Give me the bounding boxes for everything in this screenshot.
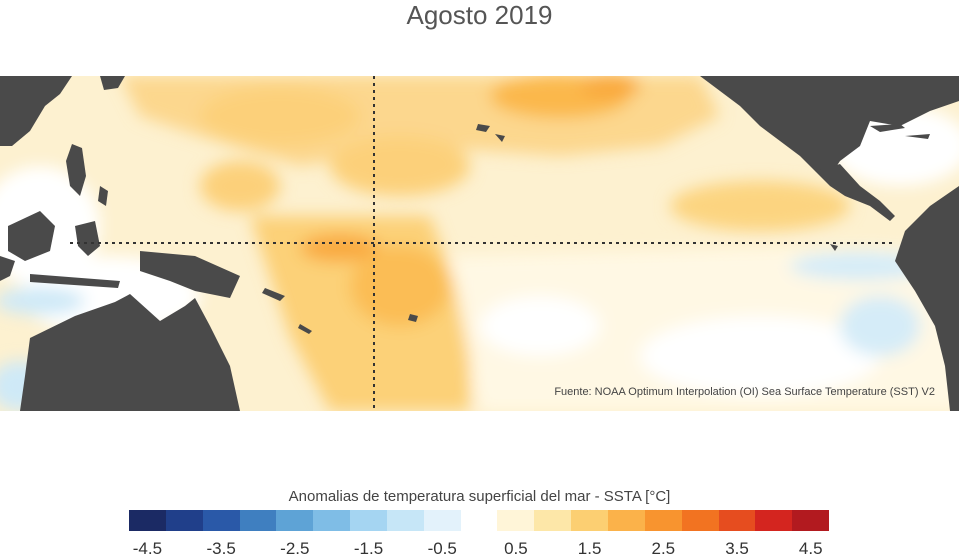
colorbar-tick-label: -4.5 [132,539,163,558]
colorbar-swatch [460,510,498,531]
colorbar-swatch [607,510,645,531]
colorbar-swatch [165,510,203,531]
colorbar-tick-label: -3.5 [206,539,236,558]
colorbar-swatch [313,510,351,531]
colorbar-tick-label: -1.5 [353,539,384,558]
colorbar-swatch [386,510,424,531]
colorbar-tick-label: -2.5 [280,539,310,558]
ssta-map [0,76,959,411]
colorbar-swatch [571,510,608,531]
colorbar-swatch [755,510,793,531]
colorbar-title: Anomalias de temperatura superficial del… [288,488,671,505]
colorbar-swatch [202,510,240,531]
map-title: Agosto 2019 [406,0,553,30]
colorbar-tick-label: 3.5 [725,539,749,558]
source-credit: Fuente: NOAA Optimum Interpolation (OI) … [554,386,935,398]
colorbar-swatch [276,510,314,531]
land-shapes [0,76,959,411]
colorbar [129,510,830,531]
colorbar-tick-label: -0.5 [427,539,457,558]
colorbar-swatch [350,510,387,531]
colorbar-tick-label: 4.5 [798,539,823,558]
colorbar-swatch [792,510,830,531]
colorbar-swatch [534,510,572,531]
colorbar-swatch [681,510,719,531]
colorbar-swatch [644,510,682,531]
colorbar-swatch [129,510,166,531]
colorbar-tick-label: 1.5 [577,539,602,558]
colorbar-swatch [718,510,756,531]
colorbar-tick-label: 0.5 [504,539,528,558]
anomaly-field [0,76,959,411]
colorbar-swatch [497,510,535,531]
colorbar-tick-label: 2.5 [651,539,676,558]
colorbar-swatch [239,510,277,531]
colorbar-swatch [423,510,461,531]
